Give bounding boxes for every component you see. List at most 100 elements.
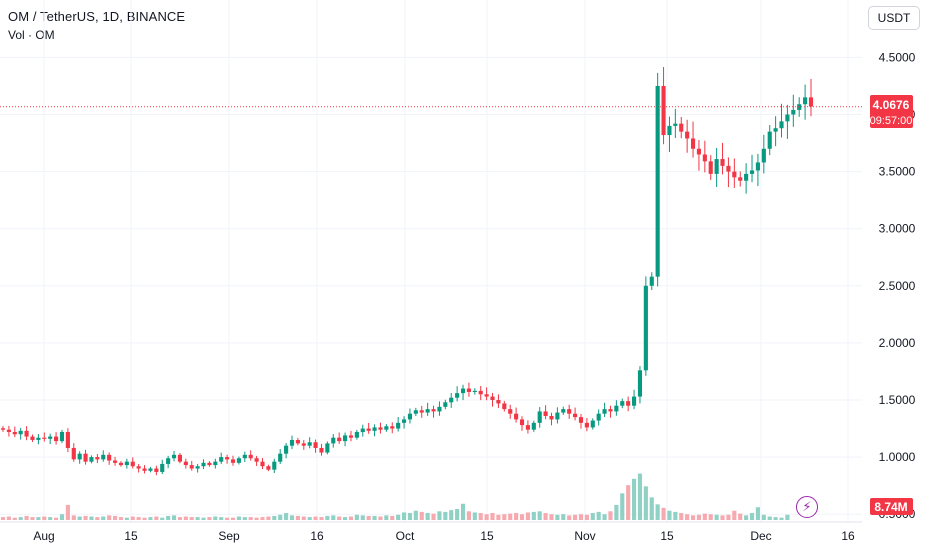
candle-body	[171, 454, 177, 459]
candle-body	[24, 430, 29, 437]
candle-body	[77, 453, 82, 460]
volume-bar	[608, 511, 613, 520]
volume-bar	[284, 513, 289, 520]
candle-body	[620, 401, 625, 406]
volume-bar	[590, 513, 595, 520]
candle-body	[708, 161, 713, 174]
candle-body	[83, 453, 88, 462]
candle-body	[643, 285, 648, 371]
volume-bar	[761, 514, 766, 520]
volume-bar	[543, 513, 548, 520]
volume-bar	[472, 512, 477, 520]
volume-bar	[54, 517, 59, 520]
candle-body	[649, 276, 654, 286]
candle-body	[12, 431, 17, 435]
candle-body	[608, 409, 613, 412]
volume-bar	[561, 514, 566, 520]
candle-body	[472, 390, 477, 393]
candle-body	[236, 458, 241, 463]
volume-bar	[254, 517, 259, 520]
candle-body	[142, 468, 147, 471]
candle-body	[413, 410, 418, 414]
volume-bar	[307, 517, 312, 520]
candle-body	[791, 109, 796, 115]
candle-body	[696, 148, 702, 155]
candle-body	[431, 409, 436, 412]
time-tick-label: 15	[480, 529, 494, 543]
volume-bar	[614, 504, 619, 520]
candle-body	[71, 447, 76, 460]
volume-bar	[295, 515, 300, 520]
volume-bar	[343, 517, 348, 520]
volume-bar	[620, 493, 625, 520]
volume-bar	[12, 517, 17, 520]
volume-bar	[183, 516, 188, 520]
volume-bar	[773, 517, 778, 520]
volume-bar	[679, 513, 684, 520]
volume-bar	[396, 514, 401, 520]
volume-bar	[83, 515, 88, 520]
volume-bar	[337, 516, 342, 520]
candle-body	[596, 413, 601, 421]
volume-bar	[313, 516, 318, 520]
volume-bar	[655, 504, 660, 520]
candle-body	[803, 97, 808, 105]
lightning-icon[interactable]: ⚡	[796, 496, 818, 518]
candle-body	[101, 454, 106, 460]
candle-body	[130, 461, 135, 467]
price-tick-label: 2.5000	[879, 279, 916, 293]
volume-bar	[667, 510, 672, 520]
volume-bar	[401, 512, 407, 520]
candle-body	[673, 123, 678, 126]
candle-body	[307, 442, 312, 446]
candle-body	[230, 459, 236, 463]
volume-bar	[272, 515, 277, 520]
candle-body	[183, 461, 188, 466]
candle-body	[260, 461, 265, 467]
candle-body	[437, 406, 442, 412]
candle-body	[578, 417, 584, 423]
volume-bar	[148, 517, 153, 520]
candle-body	[685, 131, 690, 139]
candle-body	[531, 422, 536, 430]
candle-body	[726, 165, 731, 172]
candle-body	[48, 436, 53, 439]
candle-body	[225, 457, 230, 460]
time-axis[interactable]: Aug 15 Sep 16 Oct 15 Nov 15 Dec 16	[0, 521, 862, 543]
volume-bar	[136, 517, 141, 520]
candle-body	[519, 419, 525, 426]
candle-body	[289, 439, 295, 446]
candle-countdown: 09:57:00	[870, 115, 913, 127]
candle-body	[354, 431, 359, 438]
candle-body	[6, 429, 11, 432]
volume-bar	[443, 511, 448, 520]
volume-bar	[685, 514, 690, 520]
time-tick-label: Oct	[396, 529, 415, 543]
candle-body	[148, 468, 153, 471]
candle-body	[661, 85, 666, 136]
candle-body	[348, 435, 354, 438]
price-tick-label: 1.5000	[879, 393, 916, 407]
time-tick-label: Aug	[33, 529, 54, 543]
candle-body	[0, 428, 6, 430]
candle-body	[785, 114, 790, 122]
volume-bar	[372, 515, 377, 520]
candle-body	[738, 177, 743, 181]
volume-bar	[366, 515, 371, 520]
volume-bar	[177, 517, 182, 520]
currency-button[interactable]: USDT	[868, 6, 920, 30]
price-tick-label: 3.5000	[879, 165, 916, 179]
candle-body	[555, 412, 560, 420]
candle-body	[679, 123, 684, 132]
candle-body	[278, 453, 283, 462]
volume-indicator-label[interactable]: Vol · OM	[8, 28, 55, 42]
candle-body	[337, 437, 342, 442]
symbol-title[interactable]: OM / TetherUS, 1D, BINANCE	[8, 9, 186, 24]
volume-bar	[649, 497, 654, 520]
volume-bar	[449, 510, 454, 520]
volume-bar	[36, 517, 41, 520]
candle-body	[761, 148, 766, 163]
candle-body	[626, 401, 631, 406]
candle-body	[112, 460, 118, 463]
